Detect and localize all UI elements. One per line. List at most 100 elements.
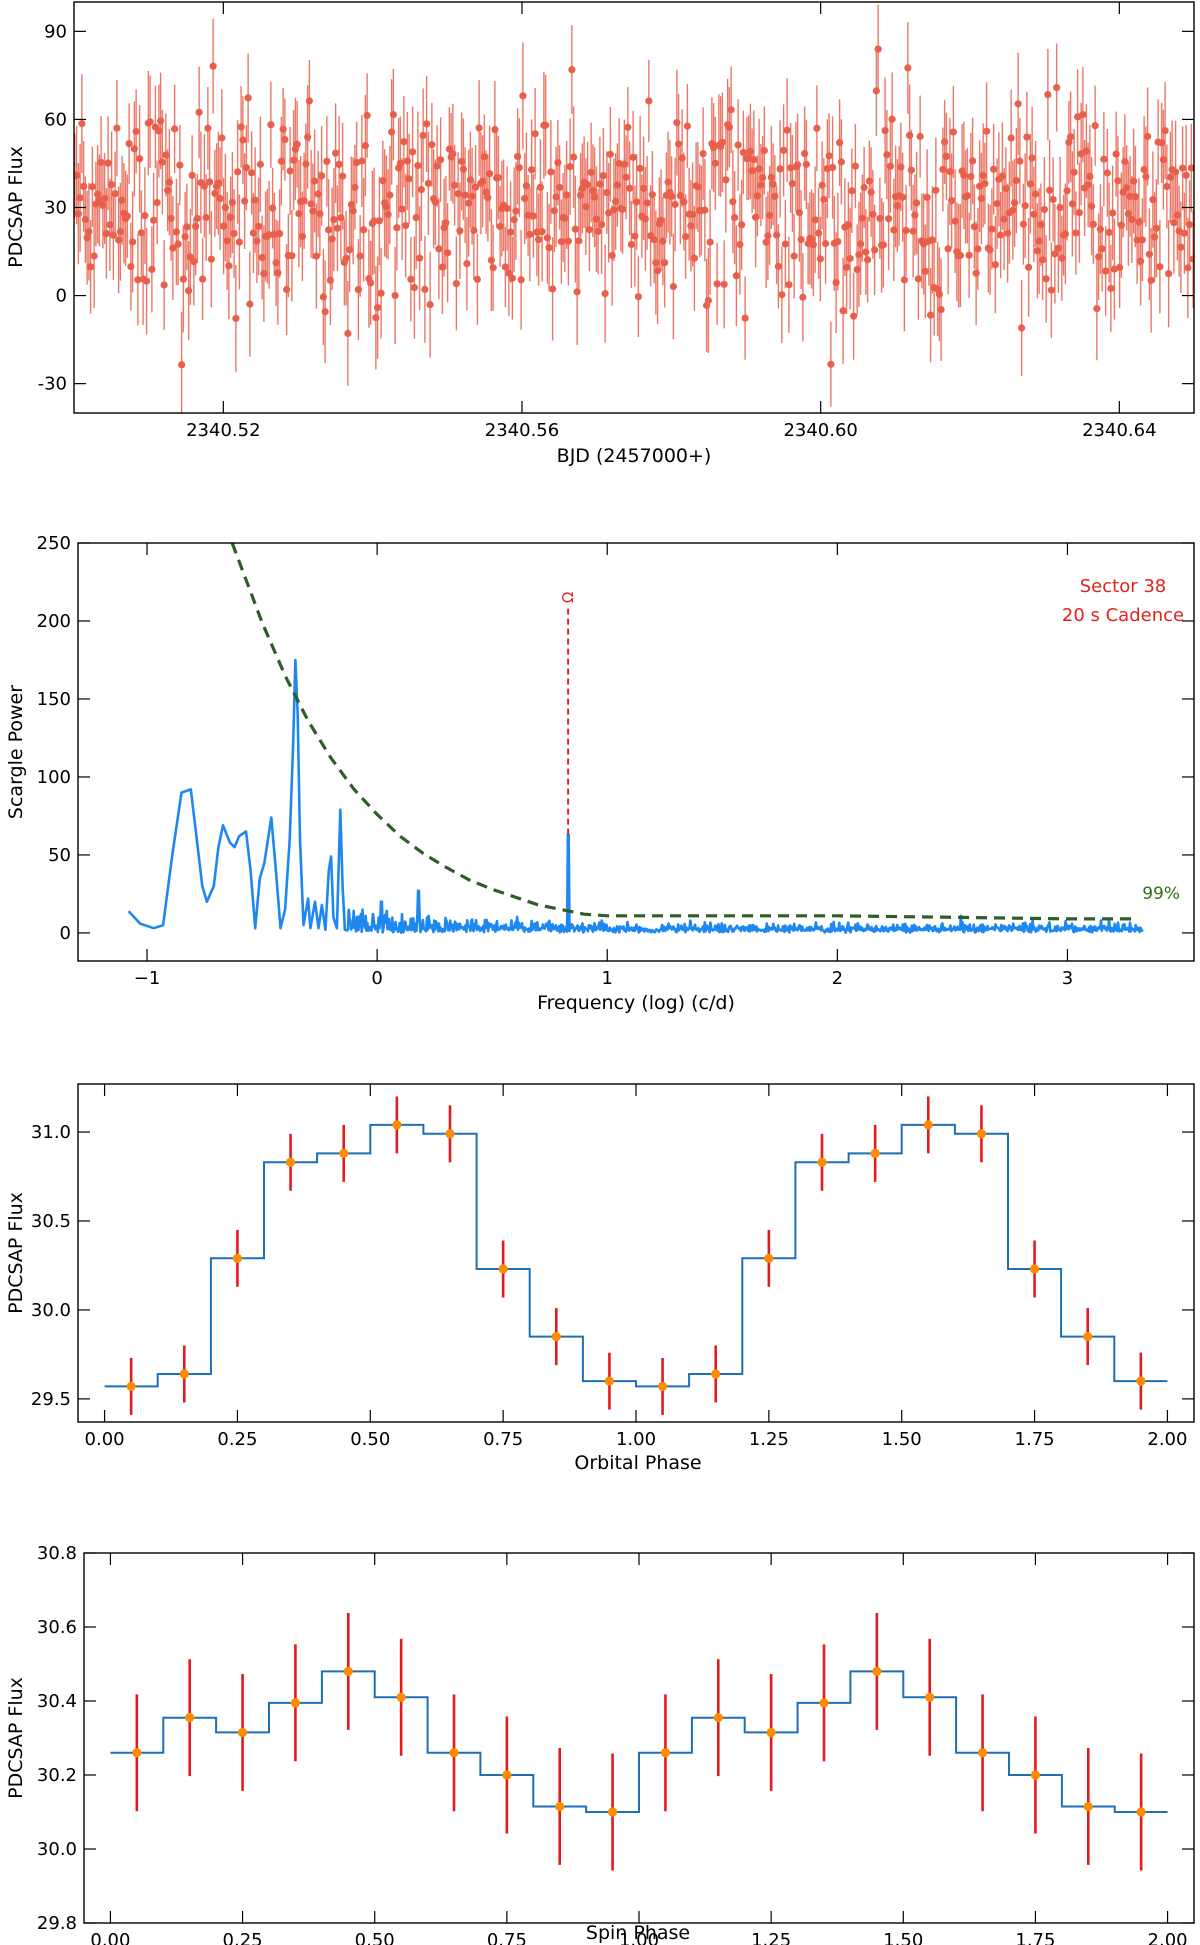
flux-point: [582, 203, 590, 211]
flux-point: [258, 253, 266, 262]
orbital-xtick-label: 1.00: [616, 1429, 656, 1450]
flux-point: [1103, 169, 1111, 177]
flux-point: [834, 237, 842, 246]
flux-point: [472, 183, 480, 191]
flux-point: [550, 207, 558, 215]
flux-point: [1131, 193, 1139, 201]
flux-point: [739, 148, 747, 157]
flux-point: [913, 199, 921, 207]
flux-point: [1044, 90, 1052, 99]
orbital-axes: 0.00 0.25 0.50 0.75 1.00 1.25 1.50 1.75 2.00 29.5…: [31, 1084, 1194, 1450]
flux-point: [927, 311, 935, 319]
flux-point: [1058, 254, 1066, 262]
flux-point: [333, 224, 341, 232]
flux-point: [1063, 187, 1071, 195]
flux-point: [512, 207, 520, 215]
flux-point: [1165, 270, 1173, 278]
orbital-xtick-label: 1.25: [749, 1429, 789, 1450]
flux-point: [339, 172, 347, 180]
flux-point: [104, 159, 112, 167]
flux-point: [207, 255, 215, 263]
flux-point: [914, 275, 922, 283]
periodogram-xlabel: Frequency (log) (c/d): [537, 992, 735, 1014]
flux-point: [421, 285, 429, 294]
flux-point: [459, 165, 467, 173]
flux-point: [652, 259, 660, 267]
flux-point: [1170, 219, 1178, 227]
spin-point: [449, 1748, 459, 1758]
periodogram-axes: −1 0 1 2 3 0 50 100 150 200 250: [37, 533, 1194, 989]
flux-point: [956, 251, 964, 260]
flux-point: [960, 171, 968, 179]
flux-point: [1000, 215, 1008, 223]
spin-series: [110, 1612, 1168, 1871]
flux-point: [657, 216, 665, 224]
flux-point: [1007, 134, 1015, 142]
flux-point: [475, 124, 483, 132]
flux-point: [612, 197, 620, 205]
lightcurve-ytick-label: 30: [44, 198, 67, 219]
flux-point: [1035, 237, 1043, 245]
flux-point: [136, 155, 144, 163]
flux-point: [837, 158, 845, 166]
flux-point: [165, 178, 173, 186]
flux-point: [153, 198, 161, 207]
flux-point: [836, 139, 844, 147]
orbital-xtick-label: 0.50: [350, 1429, 390, 1450]
flux-point: [305, 97, 313, 105]
flux-point: [1128, 215, 1136, 224]
flux-point: [1184, 264, 1192, 272]
flux-point: [851, 162, 859, 170]
flux-point: [375, 217, 383, 225]
flux-point: [907, 166, 915, 174]
flux-point: [1147, 276, 1155, 284]
flux-point: [844, 221, 852, 229]
flux-point: [711, 159, 719, 167]
flux-point: [428, 141, 436, 149]
flux-point: [706, 238, 714, 246]
flux-point: [1061, 230, 1069, 238]
flux-point: [403, 157, 411, 165]
flux-point: [1161, 126, 1169, 135]
flux-point: [83, 234, 91, 242]
lightcurve-ytick-label: 60: [44, 109, 67, 130]
flux-point: [773, 231, 781, 239]
flux-point: [274, 269, 282, 277]
flux-point: [1053, 83, 1061, 92]
flux-point: [1084, 181, 1092, 189]
flux-point: [419, 131, 427, 140]
flux-point: [466, 176, 474, 184]
flux-point: [1117, 221, 1125, 229]
flux-point: [689, 210, 697, 219]
flux-point: [283, 285, 291, 294]
lightcurve-xlabel: BJD (2457000+): [557, 445, 712, 467]
flux-point: [80, 182, 88, 191]
flux-point: [942, 152, 950, 161]
spin-xtick-label: 0.25: [223, 1930, 263, 1945]
flux-point: [286, 167, 294, 175]
flux-point: [494, 174, 502, 182]
flux-point: [316, 210, 324, 218]
orbital-point: [764, 1253, 774, 1263]
flux-point: [363, 111, 371, 120]
flux-point: [603, 188, 611, 197]
flux-point: [568, 66, 576, 74]
flux-point: [1070, 168, 1078, 176]
flux-point: [683, 122, 691, 130]
periodogram-xtick-label: 0: [371, 968, 382, 989]
flux-point: [755, 165, 763, 173]
flux-point: [526, 230, 534, 238]
flux-point: [538, 228, 546, 236]
flux-point: [626, 184, 634, 192]
periodogram-ytick-label: 100: [37, 767, 71, 788]
flux-point: [1004, 229, 1012, 237]
flux-point: [1023, 133, 1031, 141]
flux-point: [970, 223, 978, 231]
flux-point: [328, 235, 336, 243]
flux-point: [85, 228, 93, 236]
orbital-ytick-label: 29.5: [31, 1389, 71, 1410]
flux-point: [736, 240, 744, 249]
flux-point: [424, 179, 432, 187]
flux-point: [678, 154, 686, 162]
flux-point: [150, 216, 158, 224]
